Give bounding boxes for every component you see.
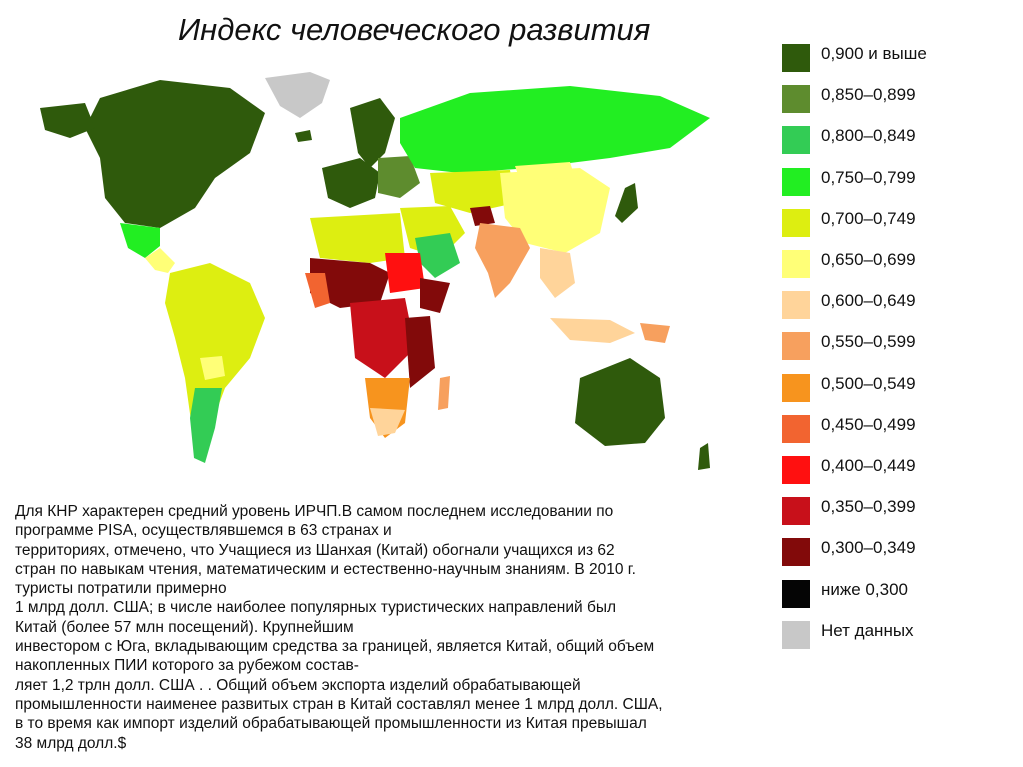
legend-item: 0,550–0,599 bbox=[780, 332, 980, 362]
body-text-line: 38 млрд долл.$ bbox=[15, 734, 127, 752]
region-greenland bbox=[265, 72, 330, 118]
region-china bbox=[500, 168, 610, 253]
body-text-line: 1 млрд долл. США; в числе наиболее попул… bbox=[15, 599, 617, 617]
region-western-europe bbox=[322, 158, 380, 208]
legend-swatch bbox=[782, 126, 810, 155]
legend-label: 0,650–0,699 bbox=[821, 250, 916, 269]
legend-label: 0,350–0,399 bbox=[821, 497, 916, 517]
legend-label: Нет данных bbox=[821, 620, 914, 640]
body-text-line: ляет 1,2 трлн долл. США . . Общий объем … bbox=[15, 676, 581, 694]
legend-label: 0,300–0,349 bbox=[821, 538, 916, 558]
legend-label: 0,900 и выше bbox=[821, 44, 927, 63]
body-text-line: туристы потратили примерно bbox=[15, 580, 227, 598]
legend-item: 0,800–0,849 bbox=[780, 126, 980, 156]
legend-item: 0,400–0,449 bbox=[780, 456, 980, 486]
world-hdi-map bbox=[40, 72, 710, 470]
legend-label: 0,550–0,599 bbox=[821, 332, 916, 352]
region-indonesia bbox=[550, 318, 635, 343]
region-sudan bbox=[385, 253, 425, 293]
region-west-africa bbox=[310, 258, 390, 308]
legend-label: 0,850–0,899 bbox=[821, 85, 916, 105]
region-central-africa bbox=[350, 298, 415, 378]
legend-swatch bbox=[782, 414, 810, 443]
legend-label: 0,500–0,549 bbox=[821, 373, 916, 393]
legend-item: 0,650–0,699 bbox=[780, 250, 980, 280]
region-eastern-europe bbox=[378, 156, 420, 198]
body-text-line: инвестором с Юга, вкладывающим средства … bbox=[15, 638, 655, 656]
region-horn-africa bbox=[420, 278, 450, 313]
legend-label: 0,700–0,749 bbox=[821, 208, 916, 228]
legend-item: 0,900 и выше bbox=[780, 44, 980, 74]
legend-swatch bbox=[782, 538, 810, 567]
region-bolivia bbox=[200, 356, 225, 380]
legend-item: 0,300–0,349 bbox=[780, 538, 980, 568]
legend-item: 0,750–0,799 bbox=[780, 167, 980, 198]
region-west-coast bbox=[305, 273, 330, 308]
body-text-line: Китай (более 57 млн посещений). Крупнейш… bbox=[15, 618, 354, 636]
region-papua bbox=[640, 323, 670, 343]
legend-item: 0,600–0,649 bbox=[780, 291, 980, 321]
region-australia bbox=[575, 358, 665, 446]
legend-label: 0,600–0,649 bbox=[821, 291, 916, 311]
body-text-line: промышленности наименее развитых стран в… bbox=[15, 695, 663, 713]
legend-swatch bbox=[782, 579, 810, 608]
legend-swatch bbox=[782, 456, 810, 484]
legend-swatch bbox=[782, 250, 810, 278]
region-north-africa bbox=[310, 213, 405, 263]
region-southern-cone bbox=[190, 388, 222, 463]
map-title: Индекс человеческого развития bbox=[178, 12, 651, 47]
body-text-line: стран по навыкам чтения, математическим … bbox=[15, 560, 636, 578]
body-text-line: в то время как импорт изделий обрабатыва… bbox=[15, 715, 647, 733]
legend-label: 0,750–0,799 bbox=[821, 167, 916, 187]
region-mongolia bbox=[515, 162, 575, 180]
region-afghanistan bbox=[470, 206, 495, 226]
legend-swatch bbox=[782, 373, 810, 402]
legend-label: 0,400–0,449 bbox=[821, 456, 916, 475]
legend-item: 0,450–0,499 bbox=[780, 414, 980, 445]
legend-item: 0,500–0,549 bbox=[780, 373, 980, 404]
legend-item: Нет данных bbox=[780, 620, 980, 651]
region-central-america bbox=[145, 248, 175, 273]
legend-label: 0,450–0,499 bbox=[821, 414, 916, 434]
region-india bbox=[475, 223, 530, 298]
legend-swatch bbox=[782, 44, 810, 72]
region-alaska bbox=[40, 103, 95, 138]
body-text: Для КНР характерен средний уровень ИРЧП.… bbox=[15, 502, 765, 753]
legend-item: 0,700–0,749 bbox=[780, 208, 980, 239]
legend-item: 0,850–0,899 bbox=[780, 85, 980, 115]
legend-swatch bbox=[782, 497, 810, 526]
region-central-asia bbox=[430, 170, 515, 213]
region-east-africa bbox=[405, 316, 435, 388]
legend-swatch bbox=[782, 167, 810, 196]
legend-swatch bbox=[782, 208, 810, 237]
legend-swatch bbox=[782, 291, 810, 320]
region-north-america bbox=[85, 80, 265, 228]
region-iceland bbox=[295, 130, 312, 142]
body-text-line: Для КНР характерен средний уровень ИРЧП.… bbox=[15, 503, 614, 520]
legend-swatch bbox=[782, 332, 810, 361]
body-text-line: территориях, отмечено, что Учащиеся из Ш… bbox=[15, 541, 615, 559]
legend-item: 0,350–0,399 bbox=[780, 497, 980, 527]
legend-swatch bbox=[782, 85, 810, 114]
region-scandinavia bbox=[350, 98, 395, 168]
region-madagascar bbox=[438, 376, 450, 410]
region-south-africa bbox=[370, 408, 405, 436]
legend-label: ниже 0,300 bbox=[821, 579, 908, 599]
region-russia bbox=[400, 86, 710, 173]
region-mexico bbox=[120, 223, 160, 258]
region-japan bbox=[615, 183, 638, 223]
region-southeast-asia bbox=[540, 248, 575, 298]
legend-label: 0,800–0,849 bbox=[821, 126, 916, 146]
region-arabia bbox=[415, 233, 460, 278]
body-text-line: программе PISA, осуществлявшемся в 63 ст… bbox=[15, 522, 392, 540]
legend-swatch bbox=[782, 620, 810, 649]
body-text-line: накопленных ПИИ которого за рубежом сост… bbox=[15, 657, 359, 675]
legend-item: ниже 0,300 bbox=[780, 579, 980, 610]
region-new-zealand bbox=[698, 443, 710, 470]
